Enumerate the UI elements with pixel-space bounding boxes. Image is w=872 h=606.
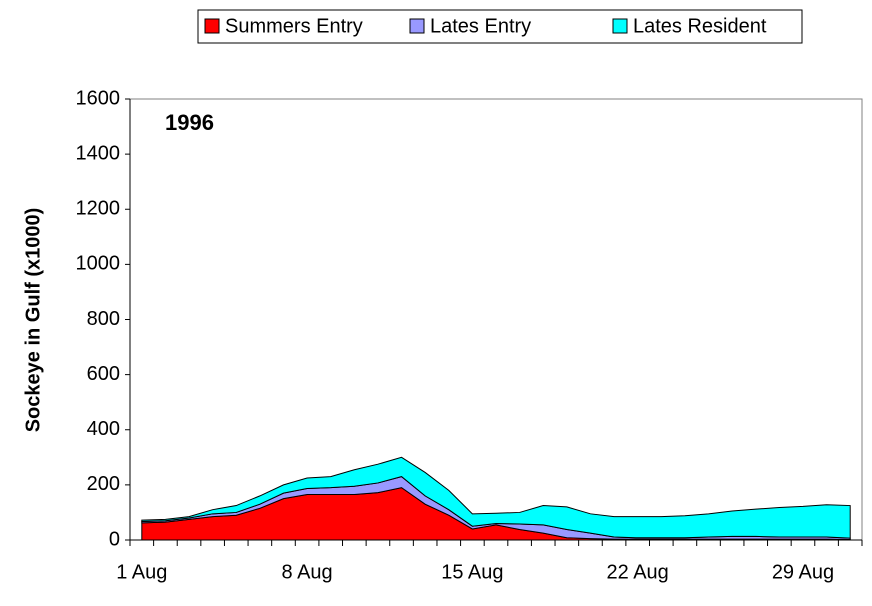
legend-swatch (409, 18, 425, 34)
chart-title: 1996 (165, 110, 214, 135)
x-tick-label: 15 Aug (441, 561, 503, 583)
legend (197, 9, 803, 44)
y-tick-label: 1400 (76, 142, 121, 164)
y-tick-label: 800 (87, 308, 120, 330)
legend-label: Summers Entry (225, 15, 363, 37)
legend-label: Lates Resident (633, 15, 767, 37)
y-tick-label: 0 (109, 528, 120, 550)
y-tick-label: 400 (87, 418, 120, 440)
x-tick-label: 8 Aug (282, 561, 333, 583)
area (141, 456, 851, 539)
y-tick-label: 1000 (76, 253, 121, 275)
y-tick-label: 1600 (76, 87, 121, 109)
legend-label: Lates Entry (430, 15, 531, 37)
y-tick-label: 200 (87, 473, 120, 495)
legend-swatch (612, 18, 628, 34)
x-tick-label: 22 Aug (607, 561, 669, 583)
y-tick-label: 600 (87, 363, 120, 385)
x-tick-label: 1 Aug (116, 561, 167, 583)
legend-swatch (204, 18, 220, 34)
y-axis-label: Sockeye in Gulf (x1000) (22, 208, 44, 433)
x-tick-label: 29 Aug (772, 561, 834, 583)
plot-area (129, 98, 863, 541)
y-tick-label: 1200 (76, 198, 121, 220)
